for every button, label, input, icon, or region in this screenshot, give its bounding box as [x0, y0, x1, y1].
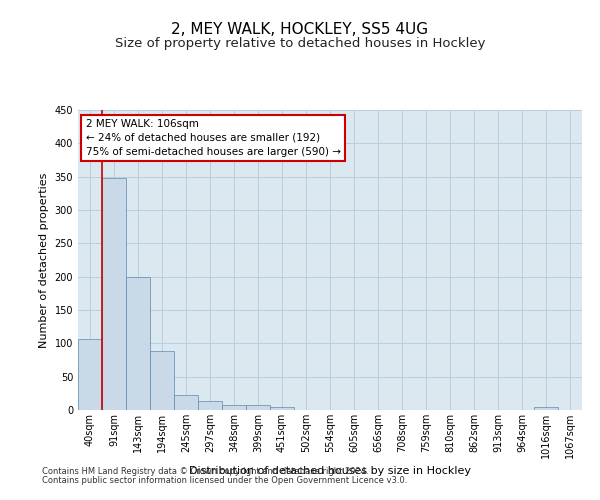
Bar: [246, 404, 270, 410]
Y-axis label: Number of detached properties: Number of detached properties: [39, 172, 49, 348]
Bar: [102, 178, 126, 410]
Bar: [222, 404, 246, 410]
Text: 2, MEY WALK, HOCKLEY, SS5 4UG: 2, MEY WALK, HOCKLEY, SS5 4UG: [172, 22, 428, 38]
Text: Contains public sector information licensed under the Open Government Licence v3: Contains public sector information licen…: [42, 476, 407, 485]
Bar: [534, 406, 558, 410]
Text: 2 MEY WALK: 106sqm
← 24% of detached houses are smaller (192)
75% of semi-detach: 2 MEY WALK: 106sqm ← 24% of detached hou…: [86, 119, 341, 157]
Text: Size of property relative to detached houses in Hockley: Size of property relative to detached ho…: [115, 38, 485, 51]
Text: Contains HM Land Registry data © Crown copyright and database right 2024.: Contains HM Land Registry data © Crown c…: [42, 467, 368, 476]
Bar: [198, 402, 222, 410]
Bar: [150, 352, 174, 410]
X-axis label: Distribution of detached houses by size in Hockley: Distribution of detached houses by size …: [189, 466, 471, 476]
Bar: [78, 338, 102, 410]
Bar: [174, 394, 198, 410]
Bar: [270, 406, 294, 410]
Bar: [126, 276, 150, 410]
